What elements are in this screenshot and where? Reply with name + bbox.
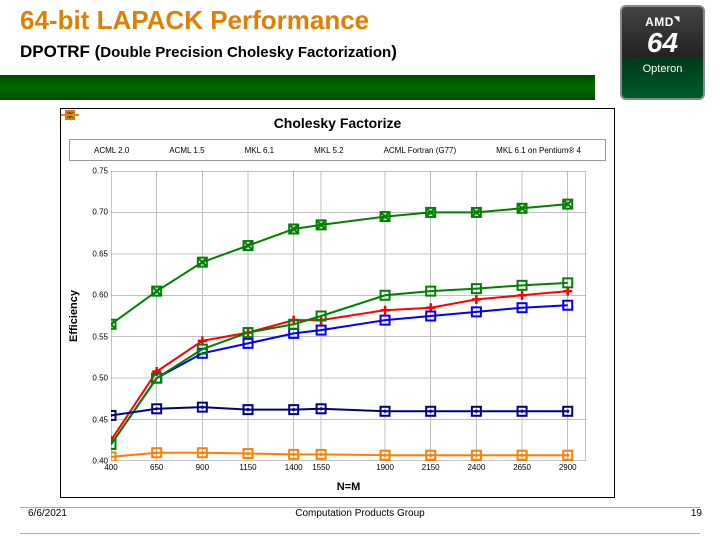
chart-title: Cholesky Factorize: [61, 115, 614, 131]
header: 64-bit LAPACK Performance DPOTRF (Double…: [0, 0, 720, 105]
footer-page: 19: [691, 508, 702, 519]
x-axis-label: N=M: [111, 481, 586, 493]
legend-item: ACML Fortran (G77): [384, 146, 457, 155]
chart-container: Cholesky Factorize ACML 2.0 ACML 1.5 MKL 6…: [60, 108, 615, 498]
page-subtitle: DPOTRF (Double Precision Cholesky Factor…: [20, 42, 397, 62]
badge-product: Opteron: [622, 63, 703, 75]
legend-item: ACML 2.0: [94, 146, 129, 155]
header-bar: [0, 75, 595, 100]
legend-item: MKL 6.1 on Pentium® 4: [496, 146, 581, 155]
badge-number: 64: [622, 29, 703, 57]
subtitle-prefix: DPOTRF: [20, 42, 95, 61]
amd-badge: AMD◥ 64 Opteron: [620, 5, 705, 100]
plot-area: [111, 171, 586, 461]
footer-rule-bottom: [20, 533, 700, 534]
footer: 6/6/2021 Computation Products Group 19: [0, 508, 720, 530]
footer-group: Computation Products Group: [0, 508, 720, 519]
subtitle-inner: Double Precision Cholesky Factorization: [100, 44, 391, 61]
y-axis-label: Efficiency: [65, 171, 83, 461]
legend-item: ACML 1.5: [169, 146, 204, 155]
legend-item: MKL 5.2: [314, 146, 344, 155]
legend-item: MKL 6.1: [245, 146, 275, 155]
page-title: 64-bit LAPACK Performance: [20, 5, 369, 36]
chart-legend: ACML 2.0 ACML 1.5 MKL 6.1 MKL 5.2 ACML Fortr…: [69, 139, 606, 161]
